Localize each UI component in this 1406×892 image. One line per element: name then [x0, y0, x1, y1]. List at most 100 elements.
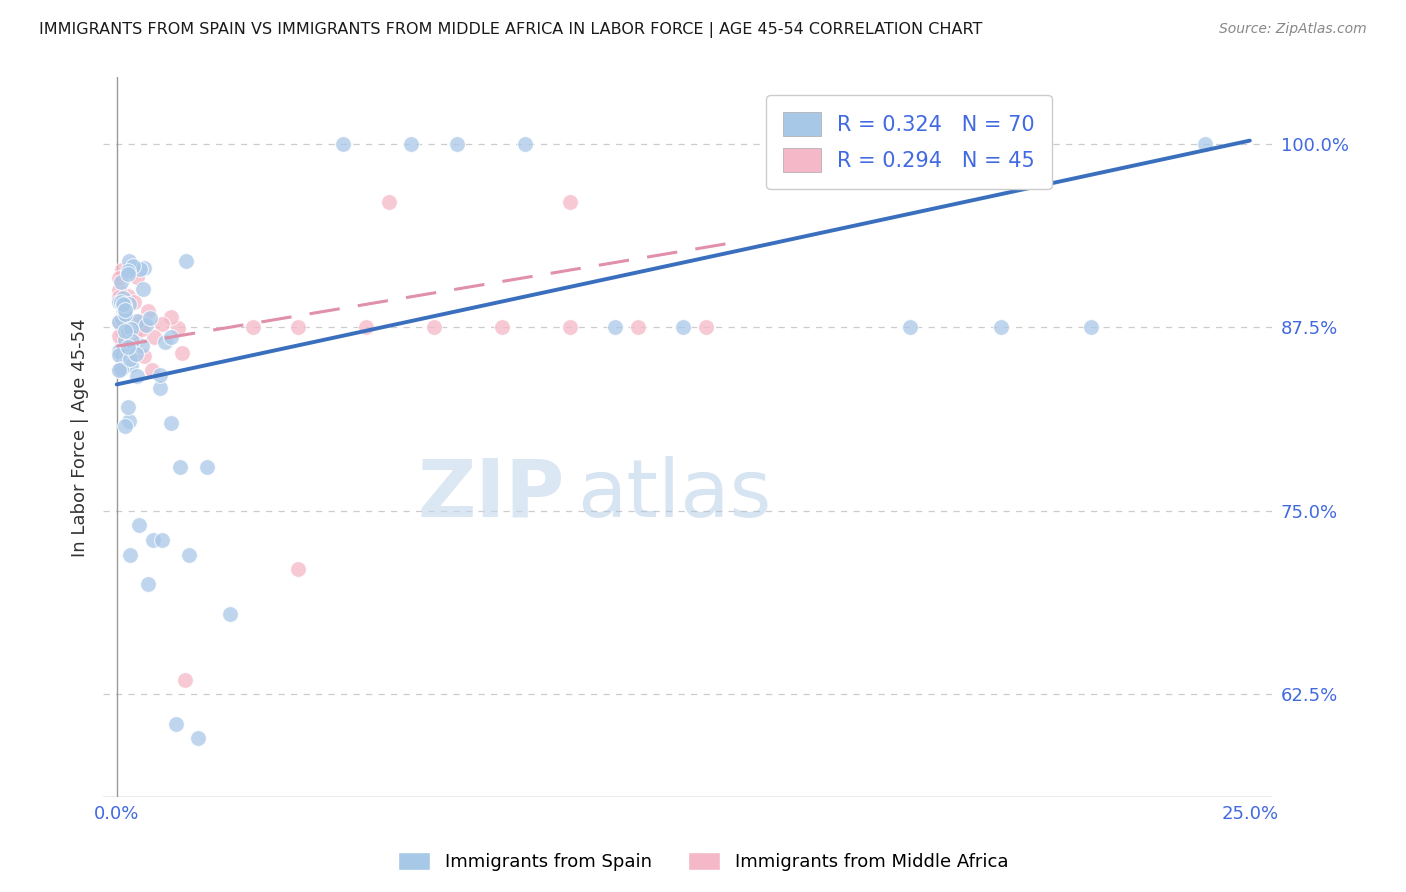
Point — [108, 363, 131, 377]
Point — [423, 320, 446, 334]
Point — [219, 607, 242, 621]
Point — [110, 360, 132, 375]
Point — [108, 328, 131, 343]
Point — [173, 673, 195, 687]
Point — [898, 320, 921, 334]
Point — [108, 343, 131, 358]
Point — [114, 333, 136, 347]
Point — [695, 320, 717, 334]
Point — [111, 312, 134, 326]
Point — [124, 328, 146, 343]
Point — [558, 195, 581, 210]
Point — [165, 716, 187, 731]
Point — [118, 297, 141, 311]
Point — [117, 264, 139, 278]
Point — [127, 270, 149, 285]
Point — [605, 320, 627, 334]
Point — [287, 320, 309, 334]
Point — [114, 307, 136, 321]
Point — [114, 303, 136, 318]
Point — [132, 349, 155, 363]
Point — [179, 548, 201, 562]
Text: IMMIGRANTS FROM SPAIN VS IMMIGRANTS FROM MIDDLE AFRICA IN LABOR FORCE | AGE 45-5: IMMIGRANTS FROM SPAIN VS IMMIGRANTS FROM… — [39, 22, 983, 38]
Point — [121, 334, 143, 348]
Point — [122, 295, 145, 310]
Point — [108, 295, 131, 310]
Point — [127, 314, 149, 328]
Point — [150, 533, 173, 548]
Point — [1194, 136, 1216, 151]
Text: Source: ZipAtlas.com: Source: ZipAtlas.com — [1219, 22, 1367, 37]
Point — [112, 298, 135, 312]
Point — [377, 195, 399, 210]
Y-axis label: In Labor Force | Age 45-54: In Labor Force | Age 45-54 — [72, 318, 89, 557]
Point — [111, 297, 134, 311]
Point — [125, 368, 148, 383]
Point — [108, 283, 131, 297]
Point — [114, 419, 136, 434]
Point — [115, 339, 138, 353]
Point — [136, 304, 159, 318]
Point — [513, 136, 536, 151]
Point — [672, 320, 695, 334]
Point — [1080, 320, 1102, 334]
Point — [332, 136, 354, 151]
Point — [114, 306, 136, 320]
Text: atlas: atlas — [576, 456, 770, 534]
Legend: R = 0.324   N = 70, R = 0.294   N = 45: R = 0.324 N = 70, R = 0.294 N = 45 — [766, 95, 1052, 189]
Point — [110, 361, 132, 376]
Point — [160, 416, 183, 430]
Point — [117, 268, 139, 282]
Point — [558, 320, 581, 334]
Point — [149, 381, 172, 395]
Point — [111, 263, 134, 277]
Point — [108, 271, 131, 285]
Point — [128, 518, 150, 533]
Point — [174, 254, 197, 268]
Point — [169, 459, 191, 474]
Point — [160, 329, 183, 343]
Point — [131, 322, 153, 336]
Point — [124, 324, 146, 338]
Point — [159, 310, 181, 324]
Point — [110, 295, 132, 310]
Point — [491, 320, 513, 334]
Point — [117, 400, 139, 414]
Point — [195, 459, 218, 474]
Point — [114, 307, 136, 321]
Point — [446, 136, 468, 151]
Legend: Immigrants from Spain, Immigrants from Middle Africa: Immigrants from Spain, Immigrants from M… — [391, 845, 1015, 879]
Point — [242, 320, 264, 334]
Point — [129, 314, 152, 328]
Point — [118, 254, 141, 268]
Point — [135, 318, 157, 332]
Point — [287, 562, 309, 576]
Point — [129, 262, 152, 277]
Point — [990, 320, 1012, 334]
Point — [120, 359, 142, 373]
Point — [112, 327, 135, 342]
Text: ZIP: ZIP — [418, 456, 565, 534]
Point — [122, 259, 145, 273]
Point — [120, 548, 142, 562]
Point — [167, 321, 190, 335]
Point — [114, 325, 136, 339]
Point — [114, 332, 136, 346]
Point — [117, 324, 139, 338]
Point — [627, 320, 650, 334]
Point — [108, 315, 131, 329]
Point — [170, 346, 193, 360]
Point — [138, 577, 160, 591]
Point — [132, 317, 155, 331]
Point — [108, 362, 131, 376]
Point — [120, 351, 142, 366]
Point — [132, 282, 155, 296]
Point — [110, 275, 132, 289]
Point — [120, 322, 142, 336]
Point — [401, 136, 423, 151]
Point — [354, 320, 377, 334]
Point — [108, 290, 131, 304]
Point — [118, 413, 141, 427]
Point — [143, 330, 166, 344]
Point — [155, 334, 177, 349]
